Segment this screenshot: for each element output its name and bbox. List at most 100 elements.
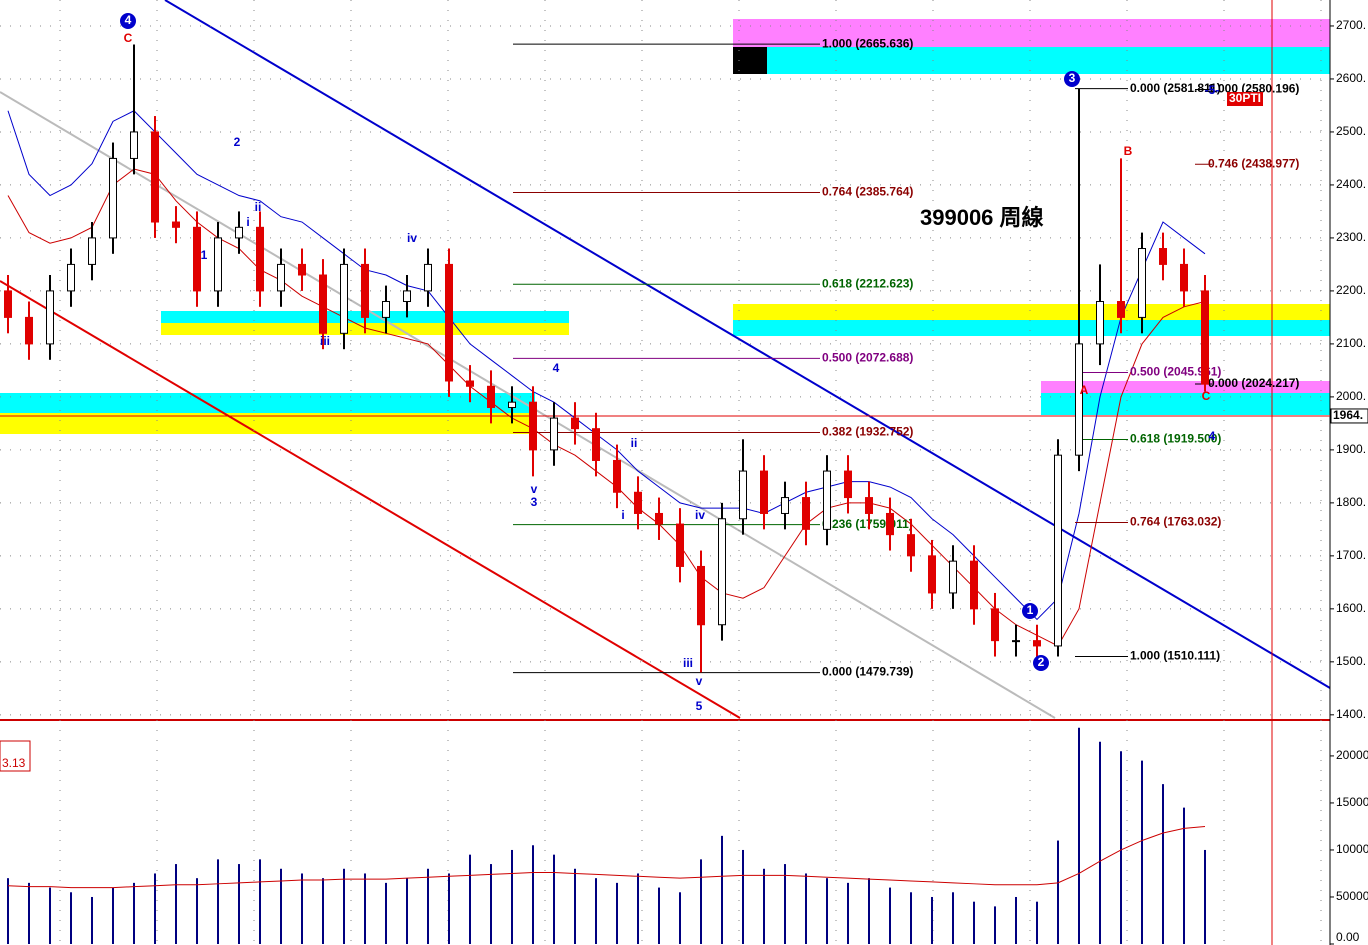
candle-body xyxy=(172,221,180,228)
trend-line xyxy=(0,280,741,719)
candle-body xyxy=(781,497,789,514)
volume-ma xyxy=(7,825,1206,889)
candle-body xyxy=(256,226,264,292)
zone xyxy=(733,47,767,74)
wave-label: C xyxy=(1202,389,1211,403)
wave-marker xyxy=(1022,603,1038,619)
moving-average xyxy=(7,168,1206,647)
fib-label: 0.000 (1479.739) xyxy=(822,665,913,679)
candle-body xyxy=(718,518,726,626)
layout xyxy=(0,0,1331,945)
fib-label: 0.500 (2072.688) xyxy=(822,351,913,365)
wave-marker xyxy=(120,13,136,29)
wave-label: B xyxy=(1124,144,1133,158)
wave-marker xyxy=(1033,655,1049,671)
candle-body xyxy=(907,534,915,557)
trend-line xyxy=(0,91,1056,719)
candle-body xyxy=(1075,343,1083,456)
volume-tick-label: 150000 xyxy=(1336,795,1368,809)
candle-body xyxy=(130,131,138,159)
candle-body xyxy=(739,470,747,520)
candle-body xyxy=(235,226,243,239)
candle-body xyxy=(25,316,33,345)
candle-body xyxy=(193,226,201,292)
wave-label: i xyxy=(621,508,624,522)
candle-body xyxy=(1117,301,1125,318)
candle-body xyxy=(676,523,684,567)
wave-label: 1 xyxy=(201,248,208,262)
y-tick-label: 2000. xyxy=(1336,389,1366,403)
y-tick-label: 2600. xyxy=(1336,71,1366,85)
candle-body xyxy=(634,491,642,514)
candle-body xyxy=(466,380,474,387)
zone xyxy=(0,393,535,413)
volume-tick-label: 200000 xyxy=(1336,748,1368,762)
fib-label: 0.618 (1919.500) xyxy=(1130,432,1221,446)
fib-label: 0.382 (1932.752) xyxy=(822,425,913,439)
wave-marker xyxy=(1064,71,1080,87)
last-price-label: 1964. xyxy=(1333,408,1363,422)
zone xyxy=(733,304,1330,320)
volume-tick-label: 100000 xyxy=(1336,842,1368,856)
last-price-box xyxy=(1330,408,1368,424)
candle-body xyxy=(298,263,306,276)
side-box xyxy=(0,740,31,772)
candle-body xyxy=(319,274,327,334)
wave-label: 5 xyxy=(696,699,703,713)
wave-label: iii xyxy=(320,334,330,348)
candle-body xyxy=(445,263,453,382)
candle-body xyxy=(1012,640,1020,643)
y-tick-label: 2100. xyxy=(1336,336,1366,350)
candle-body xyxy=(1201,290,1209,385)
candle-body xyxy=(613,459,621,493)
wave-label: iv xyxy=(407,231,417,245)
wave-label: 2 xyxy=(1038,655,1045,669)
wave-label: 3 xyxy=(1069,71,1076,85)
candle-body xyxy=(802,497,810,530)
candle-body xyxy=(1096,301,1104,345)
y-tick-label: 1700. xyxy=(1336,548,1366,562)
candle-body xyxy=(655,512,663,525)
candle-body xyxy=(529,401,537,451)
candle-body xyxy=(592,428,600,461)
candle-body xyxy=(760,470,768,514)
y-tick-label: 2700. xyxy=(1336,18,1366,32)
candle-body xyxy=(697,565,705,626)
candle-body xyxy=(928,555,936,594)
zone xyxy=(733,47,1330,74)
volume-tick-label: 0.00 xyxy=(1336,930,1360,944)
fib-label: 0.746 (2438.977) xyxy=(1208,156,1299,170)
trend-line xyxy=(164,0,1331,689)
wave-label: v xyxy=(531,482,538,496)
zone xyxy=(733,19,1330,47)
candle-body xyxy=(1054,454,1062,647)
wave-label: iii xyxy=(683,656,693,670)
y-tick-label: 2500. xyxy=(1336,124,1366,138)
wave-label: 4 xyxy=(553,361,560,375)
candle-body xyxy=(4,290,12,318)
candle-body xyxy=(67,263,75,292)
candle-body xyxy=(151,131,159,223)
wave-label: C xyxy=(124,31,133,45)
candle-body xyxy=(970,560,978,610)
wave-label: 30PTI xyxy=(1229,91,1261,105)
fib-label: 0.618 (2212.623) xyxy=(822,276,913,290)
candle-body xyxy=(991,608,999,642)
candle-body xyxy=(1138,248,1146,318)
wave-label: A xyxy=(1080,383,1089,397)
fib-label: 0.000 (2024.217) xyxy=(1208,376,1299,390)
y-tick-label: 2300. xyxy=(1336,230,1366,244)
wave-label: 1 xyxy=(1027,603,1034,617)
candle-body xyxy=(340,263,348,334)
y-tick-label: 1600. xyxy=(1336,601,1366,615)
fib-label: 1.000 (2665.636) xyxy=(822,36,913,50)
y-tick-label: 1800. xyxy=(1336,495,1366,509)
y-tick-label: 1900. xyxy=(1336,442,1366,456)
candle-body xyxy=(823,470,831,530)
wave-label: 4 xyxy=(125,13,132,27)
y-tick-label: 1400. xyxy=(1336,707,1366,721)
candle-body xyxy=(46,290,54,345)
fib-label: 0.764 (2385.764) xyxy=(822,185,913,199)
candle-body xyxy=(109,157,117,239)
